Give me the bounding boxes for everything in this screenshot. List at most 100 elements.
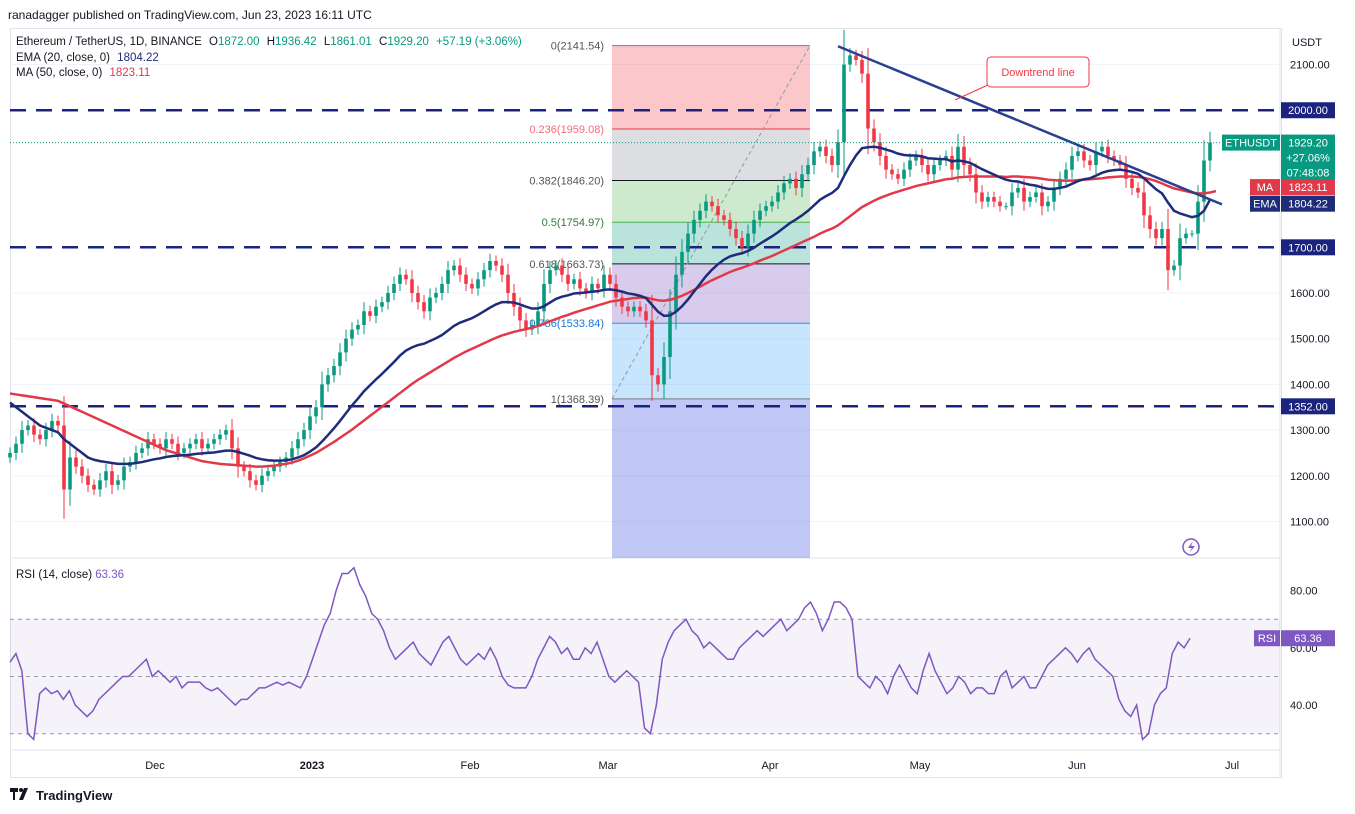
candle-body — [362, 311, 366, 325]
candle-body — [1016, 187, 1020, 193]
candle-body — [122, 466, 126, 481]
candle-body — [1064, 169, 1068, 179]
candle-body — [632, 306, 636, 312]
candle-body — [1106, 146, 1110, 156]
candle-body — [38, 434, 42, 440]
candle-body — [1202, 160, 1206, 202]
tradingview-logo-icon — [10, 788, 32, 803]
candle-body — [428, 297, 432, 312]
candle-body — [926, 165, 930, 175]
candle-body — [980, 192, 984, 202]
candle-body — [968, 165, 972, 175]
candle-body — [1004, 206, 1008, 208]
ma-label: MA (50, close, 0) — [16, 67, 103, 79]
fib-zone — [612, 180, 810, 223]
time-tick: May — [910, 760, 931, 772]
candle-body — [290, 448, 294, 458]
fib-zone — [612, 128, 810, 181]
candle-body — [1172, 265, 1176, 271]
candle-body — [344, 338, 348, 353]
tradingview-brand[interactable]: TradingView — [10, 788, 112, 803]
candle-body — [404, 274, 408, 280]
candle-body — [1208, 142, 1212, 161]
candle-body — [1100, 146, 1104, 152]
fib-zone — [612, 45, 810, 129]
candle-body — [1136, 187, 1140, 193]
price-tick: 1500.00 — [1290, 334, 1330, 346]
candle-body — [260, 475, 264, 485]
candle-body — [1040, 192, 1044, 207]
candle-body — [848, 55, 852, 65]
candle-body — [170, 439, 174, 444]
symbol-title: Ethereum / TetherUS, 1D, BINANCE — [16, 36, 202, 48]
candle-body — [998, 201, 1002, 207]
candle-body — [434, 293, 438, 298]
candle-body — [638, 306, 642, 312]
candle-body — [1046, 201, 1050, 207]
candle-body — [758, 210, 762, 220]
candle-body — [1010, 192, 1014, 207]
candle-body — [332, 366, 336, 376]
candle-body — [728, 219, 732, 230]
candle-body — [98, 480, 102, 490]
candle-body — [20, 430, 24, 444]
candle-body — [734, 229, 738, 239]
candle-body — [668, 311, 672, 357]
ohlc-c-label: C — [379, 36, 388, 48]
candle-body — [818, 146, 822, 152]
candle-body — [866, 73, 870, 129]
candle-body — [842, 64, 846, 143]
candle-body — [92, 484, 96, 490]
candle-body — [392, 283, 396, 293]
level-tag: 1700.00 — [1288, 242, 1328, 254]
indicator-name-tag-bg — [1250, 179, 1280, 196]
candle-body — [56, 420, 60, 426]
indicator-name-tag: MA — [1257, 182, 1274, 194]
fib-level-label: 0.236(1959.08) — [529, 124, 604, 136]
candle-body — [932, 165, 936, 175]
candle-body — [134, 452, 138, 463]
annotation-box — [986, 56, 1090, 88]
candle-body — [224, 430, 228, 435]
candle-body — [548, 270, 552, 284]
level-tag-bg — [1281, 398, 1335, 415]
rsi-name-tag: RSI — [1258, 633, 1276, 645]
candle-body — [14, 443, 18, 453]
candle-body — [554, 265, 558, 271]
candle-body — [452, 265, 456, 271]
candle-body — [482, 270, 486, 280]
candle-body — [896, 174, 900, 179]
candle-body — [410, 279, 414, 293]
lightning-icon — [1182, 538, 1200, 556]
rsi-tick: 80.00 — [1290, 586, 1318, 598]
candle-body — [326, 375, 330, 385]
candle-body — [314, 407, 318, 417]
candle-body — [542, 283, 546, 312]
candle-body — [302, 430, 306, 440]
candle-body — [608, 274, 612, 284]
ohlc-h-value: 1936.42 — [275, 36, 317, 48]
candle-body — [674, 274, 678, 312]
candle-body — [446, 270, 450, 284]
candle-body — [146, 439, 150, 449]
annotation-label: Downtrend line — [1001, 67, 1074, 79]
candle-body — [776, 192, 780, 202]
candle-body — [212, 439, 216, 444]
fib-zone — [612, 323, 810, 399]
candle-body — [386, 293, 390, 303]
candle-body — [794, 178, 798, 188]
time-tick: 2023 — [300, 760, 324, 772]
candle-body — [1022, 187, 1026, 202]
ema-value: 1804.22 — [117, 51, 159, 64]
price-tick: 1600.00 — [1290, 288, 1330, 300]
price-tick: 1300.00 — [1290, 425, 1330, 437]
level-tag-bg — [1281, 239, 1335, 256]
countdown-tag: 07:48:08 — [1287, 168, 1330, 180]
ma-value: 1823.11 — [109, 67, 151, 79]
candle-body — [200, 439, 204, 449]
symbol-tag: ETHUSDT — [1225, 138, 1277, 150]
candle-body — [722, 215, 726, 220]
candle-body — [338, 352, 342, 367]
candle-body — [440, 283, 444, 293]
